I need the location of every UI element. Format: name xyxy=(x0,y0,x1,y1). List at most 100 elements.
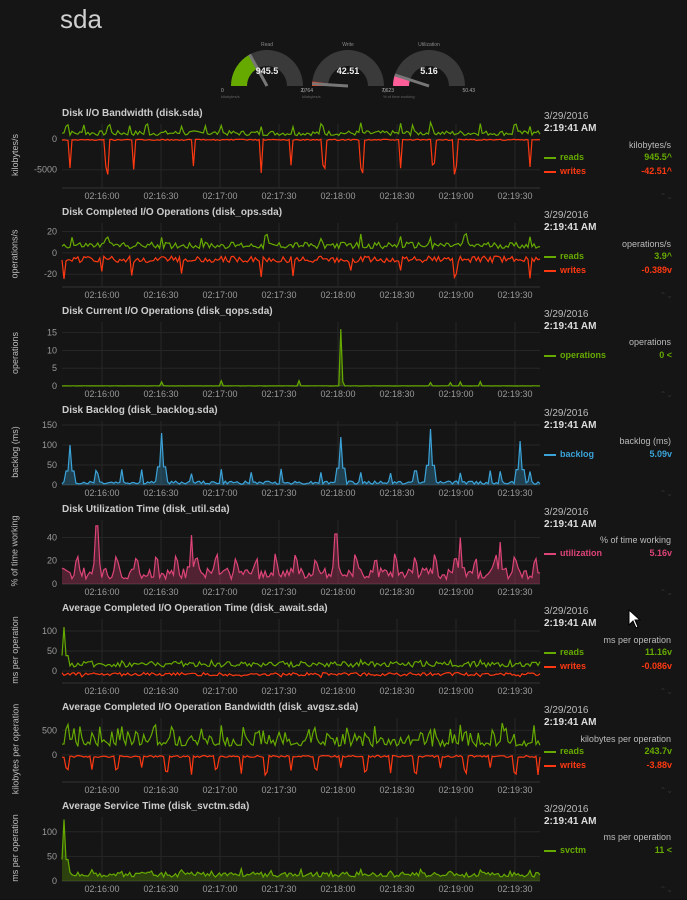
x-tick-label: 02:19:00 xyxy=(438,785,473,795)
x-tick-label: 02:18:00 xyxy=(320,290,355,300)
gauge-arc xyxy=(311,50,384,88)
y-tick-label: 20 xyxy=(47,227,57,237)
chart-plot: 02:16:00 02:16:30 02:17:00 02:17:30 02:18:00… xyxy=(47,520,540,597)
y-tick-label: 50 xyxy=(47,460,57,470)
legend-value: 0 < xyxy=(659,350,672,360)
legend-name: svctm xyxy=(560,845,587,855)
x-tick-label: 02:19:30 xyxy=(497,587,532,597)
legend-reads[interactable]: reads 243.7v xyxy=(544,746,676,758)
legend-name: writes xyxy=(560,760,587,770)
legend-value: -42.51^ xyxy=(641,166,672,176)
chart-time: 2:19:41 AM xyxy=(544,717,597,728)
legend-operations[interactable]: operations 0 < xyxy=(544,350,676,362)
x-tick-label: 02:19:30 xyxy=(497,389,532,399)
chart-date: 3/29/2016 xyxy=(544,507,589,518)
x-tick-label: 02:17:00 xyxy=(202,785,237,795)
x-tick-label: 02:17:30 xyxy=(261,290,296,300)
x-tick-label: 02:19:30 xyxy=(497,884,532,894)
chart-resize-arrows-icon[interactable]: ⌃⌄ xyxy=(659,192,673,201)
y-tick-label: 40 xyxy=(47,532,57,542)
x-tick-label: 02:16:30 xyxy=(143,686,178,696)
series-line-writes xyxy=(61,138,541,175)
series-line-reads xyxy=(61,232,541,251)
x-tick-label: 02:19:30 xyxy=(497,290,532,300)
chart-resize-arrows-icon[interactable]: ⌃⌄ xyxy=(659,687,673,696)
chart-7: Average Service Time (disk_svctm.sda) ms … xyxy=(0,801,687,900)
x-tick-label: 02:18:00 xyxy=(320,686,355,696)
series-line-writes xyxy=(61,671,541,679)
legend-utilization[interactable]: utilization 5.16v xyxy=(544,548,676,560)
chart-0: Disk I/O Bandwidth (disk.sda) kilobytes/s… xyxy=(0,108,687,207)
x-tick-label: 02:16:30 xyxy=(143,587,178,597)
x-tick-label: 02:18:00 xyxy=(320,785,355,795)
x-tick-label: 02:18:00 xyxy=(320,389,355,399)
chart-time: 2:19:41 AM xyxy=(544,321,597,332)
legend-writes[interactable]: writes -0.389v xyxy=(544,265,676,277)
legend-swatch xyxy=(544,256,556,258)
chart-resize-arrows-icon[interactable]: ⌃⌄ xyxy=(659,291,673,300)
y-tick-label: 0 xyxy=(52,381,57,391)
y-tick-label: 20 xyxy=(47,556,57,566)
chart-plot: 02:16:00 02:16:30 02:17:00 02:17:30 02:18:00… xyxy=(42,718,541,795)
legend-writes[interactable]: writes -0.086v xyxy=(544,661,676,673)
legend-writes[interactable]: writes -42.51^ xyxy=(544,166,676,178)
legend-svctm[interactable]: svctm 11 < xyxy=(544,845,676,857)
chart-time: 2:19:41 AM xyxy=(544,519,597,530)
legend-swatch xyxy=(544,666,556,668)
chart-units: operations xyxy=(628,337,671,347)
chart-title: Average Completed I/O Operation Time (di… xyxy=(62,603,328,614)
series-line-writes xyxy=(61,754,541,777)
x-tick-label: 02:17:00 xyxy=(202,389,237,399)
x-tick-label: 02:17:30 xyxy=(261,884,296,894)
y-tick-label: -5000 xyxy=(34,165,57,175)
legend-writes[interactable]: writes -3.88v xyxy=(544,760,676,772)
gauge-units: kilobytes/s xyxy=(302,94,321,99)
legend-backlog[interactable]: backlog 5.09v xyxy=(544,449,676,461)
y-tick-label: 100 xyxy=(42,626,57,636)
chart-resize-arrows-icon[interactable]: ⌃⌄ xyxy=(659,390,673,399)
legend-name: reads xyxy=(560,152,585,162)
chart-units: kilobytes/s xyxy=(628,140,671,150)
gauge-max: 50.43 xyxy=(462,88,475,94)
legend-reads[interactable]: reads 3.9^ xyxy=(544,251,676,263)
legend-value: 3.9^ xyxy=(654,251,672,261)
chart-resize-arrows-icon[interactable]: ⌃⌄ xyxy=(659,489,673,498)
x-tick-label: 02:16:30 xyxy=(143,389,178,399)
y-tick-label: 500 xyxy=(42,725,57,735)
legend-swatch xyxy=(544,850,556,852)
chart-resize-arrows-icon[interactable]: ⌃⌄ xyxy=(659,588,673,597)
chart-plot: 02:16:00 02:16:30 02:17:00 02:17:30 02:18:00… xyxy=(42,420,541,498)
x-tick-label: 02:18:30 xyxy=(379,290,414,300)
legend-swatch xyxy=(544,171,556,173)
chart-units: operations/s xyxy=(621,239,671,249)
chart-resize-arrows-icon[interactable]: ⌃⌄ xyxy=(659,786,673,795)
x-tick-label: 02:17:00 xyxy=(202,191,237,201)
legend-name: reads xyxy=(560,647,585,657)
legend-swatch xyxy=(544,270,556,272)
chart-2: Disk Current I/O Operations (disk_qops.s… xyxy=(0,306,687,405)
gauge-needle xyxy=(394,73,430,88)
y-tick-label: 100 xyxy=(42,827,57,837)
x-tick-label: 02:16:00 xyxy=(84,290,119,300)
chart-date: 3/29/2016 xyxy=(544,606,589,617)
series-line-utilization xyxy=(61,525,540,582)
series-line-operations xyxy=(61,329,541,387)
legend-reads[interactable]: reads 11.16v xyxy=(544,647,676,659)
x-tick-label: 02:17:00 xyxy=(202,488,237,498)
x-tick-label: 02:18:30 xyxy=(379,389,414,399)
gauge-title: Utilization xyxy=(418,42,440,48)
chart-plot: 02:16:00 02:16:30 02:17:00 02:17:30 02:18:00… xyxy=(42,817,541,894)
legend-reads[interactable]: reads 945.5^ xyxy=(544,152,676,164)
x-tick-label: 02:18:30 xyxy=(379,488,414,498)
x-tick-label: 02:16:00 xyxy=(84,488,119,498)
gauge-write: Write 42.51 0 7,623 kilobytes/s xyxy=(300,42,396,100)
gauge-track xyxy=(312,50,384,86)
x-tick-label: 02:16:00 xyxy=(84,686,119,696)
y-tick-label: -20 xyxy=(44,269,57,279)
chart-1: Disk Completed I/O Operations (disk_ops.… xyxy=(0,207,687,306)
x-tick-label: 02:19:30 xyxy=(497,686,532,696)
y-tick-label: 10 xyxy=(47,345,57,355)
chart-units: % of time working xyxy=(599,535,671,545)
chart-resize-arrows-icon[interactable]: ⌃⌄ xyxy=(659,885,673,894)
gauge-arc xyxy=(393,50,465,88)
